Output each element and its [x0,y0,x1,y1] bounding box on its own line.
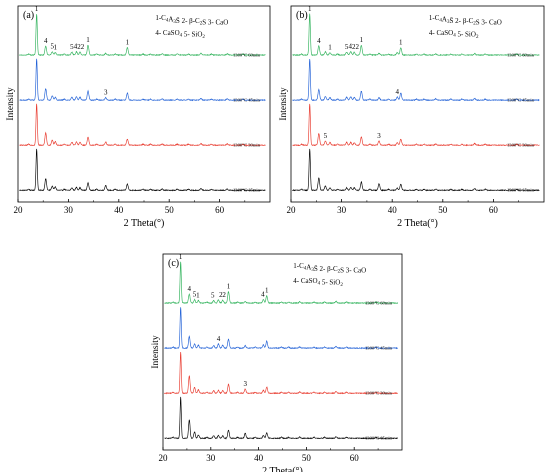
peak-label: 1 [35,5,39,13]
series-label: 1300°C 45min [233,98,261,103]
series-label: 1300°C 30min [365,391,393,396]
x-axis-title: 2 Theta(°) [262,466,303,472]
series-label: 1300°C 60min [233,53,261,58]
peak-label: 2 [352,43,356,51]
series-line [292,103,540,147]
series-line [292,59,540,102]
panel-c: 20 30 40 50 60 2 Theta(°) Intensity (c) 1300°C 1… [151,253,403,472]
peak-label: 1 [86,36,90,44]
peak-label: 1 [399,39,403,47]
peak-label: 4 [317,37,321,45]
plot-frame [17,5,271,203]
peak-label: 4 [396,88,400,96]
series-label: 1300°C 15min [507,188,535,193]
x-tick-label: 30 [64,205,74,215]
phase-legend-line1: 1-C4A3S̄ 2- β-C2S 3- CaO [155,14,228,27]
series-line [164,307,398,350]
peak-label: 2 [81,43,85,51]
peak-label: 1 [265,287,269,295]
series-line [19,14,266,57]
series-label: 1300°C 15min [365,436,393,441]
peak-label: 1 [308,5,312,13]
peak-label: 1 [196,292,200,300]
x-tick-label: 40 [388,205,398,215]
peak-label: 1 [227,282,231,290]
x-tick-label: 60 [215,205,225,215]
peak-label: 2 [356,43,360,51]
peak-label: 2 [222,291,226,299]
peak-label: 4 [348,43,352,51]
phase-legend-line1: 1-C4A3S̄ 2- β-C2S 3- CaO [293,262,366,275]
series-label: 1300°C 45min [365,346,393,351]
peak-label: 4 [217,335,221,343]
series-label: 1300°C 30min [233,143,261,148]
panel-a: 20 30 40 50 60 2 Theta(°) Intensity (a) 1300°C 1… [6,5,271,229]
plot-frame [162,253,403,451]
phase-legend-line2: 4- CaSO4 5- SiO2 [293,277,343,288]
peak-label: 5 [324,132,328,140]
series-line [19,103,266,147]
series-line [164,396,398,440]
series-line [164,261,398,305]
x-tick-label: 60 [489,205,499,215]
x-tick-label: 30 [337,205,347,215]
plot-frame [290,5,545,203]
peak-label: 1 [54,44,58,52]
y-axis-title: Intensity [279,87,289,120]
series-line [164,351,398,395]
x-tick-label: 30 [206,453,216,463]
peak-label: 3 [104,89,108,97]
x-tick-label: 50 [302,453,312,463]
x-tick-label: 20 [287,205,297,215]
x-tick-label: 40 [254,453,264,463]
series-line [19,148,266,192]
x-axis-title: 2 Theta(°) [124,218,165,229]
peak-label: 5 [51,43,55,51]
peak-label: 4 [261,291,265,299]
series-label: 1300°C 60min [507,53,535,58]
panel-label: (c) [168,258,179,269]
x-tick-label: 50 [438,205,448,215]
x-axis-title: 2 Theta(°) [397,218,438,229]
series-label: 1300°C 30min [507,143,535,148]
series-label: 1300°C 15min [233,188,261,193]
x-tick-label: 40 [114,205,124,215]
y-axis-title: Intensity [6,87,16,120]
x-tick-label: 50 [165,205,175,215]
x-tick-label: 60 [350,453,360,463]
peak-label: 1 [126,39,130,47]
series-line [19,58,266,102]
panel-b: 20 30 40 50 60 2 Theta(°) Intensity (b) 1300°C 1… [279,5,545,229]
phase-legend-line1: 1-C4A3S̄ 2- β-C2S 3- CaO [429,14,502,27]
peak-label: 4 [74,43,78,51]
peak-label: 3 [377,132,381,140]
peak-label: 4 [188,285,192,293]
series-label: 1300°C 60min [365,301,393,306]
phase-legend-line2: 4- CaSO4 5- SiO2 [429,29,479,40]
peak-label: 5 [211,292,215,300]
y-axis-title: Intensity [151,335,161,368]
series-line [292,13,540,57]
peak-label: 5 [70,43,74,51]
panel-label: (b) [296,10,308,21]
panel-label: (a) [23,10,34,21]
x-tick-label: 20 [159,453,169,463]
phase-legend-line2: 4- CaSO4 5- SiO2 [155,29,205,40]
peak-label: 5 [193,291,197,299]
series-label: 1300°C 45min [507,98,535,103]
peak-label: 1 [179,253,183,261]
peak-label: 4 [44,37,48,45]
peak-label: 3 [243,380,247,388]
peak-label: 2 [219,291,223,299]
series-line [292,148,540,192]
peak-label: 1 [360,36,364,44]
peak-label: 1 [328,44,332,52]
peak-label: 2 [77,43,81,51]
peak-label: 5 [345,43,349,51]
x-tick-label: 20 [14,205,24,215]
